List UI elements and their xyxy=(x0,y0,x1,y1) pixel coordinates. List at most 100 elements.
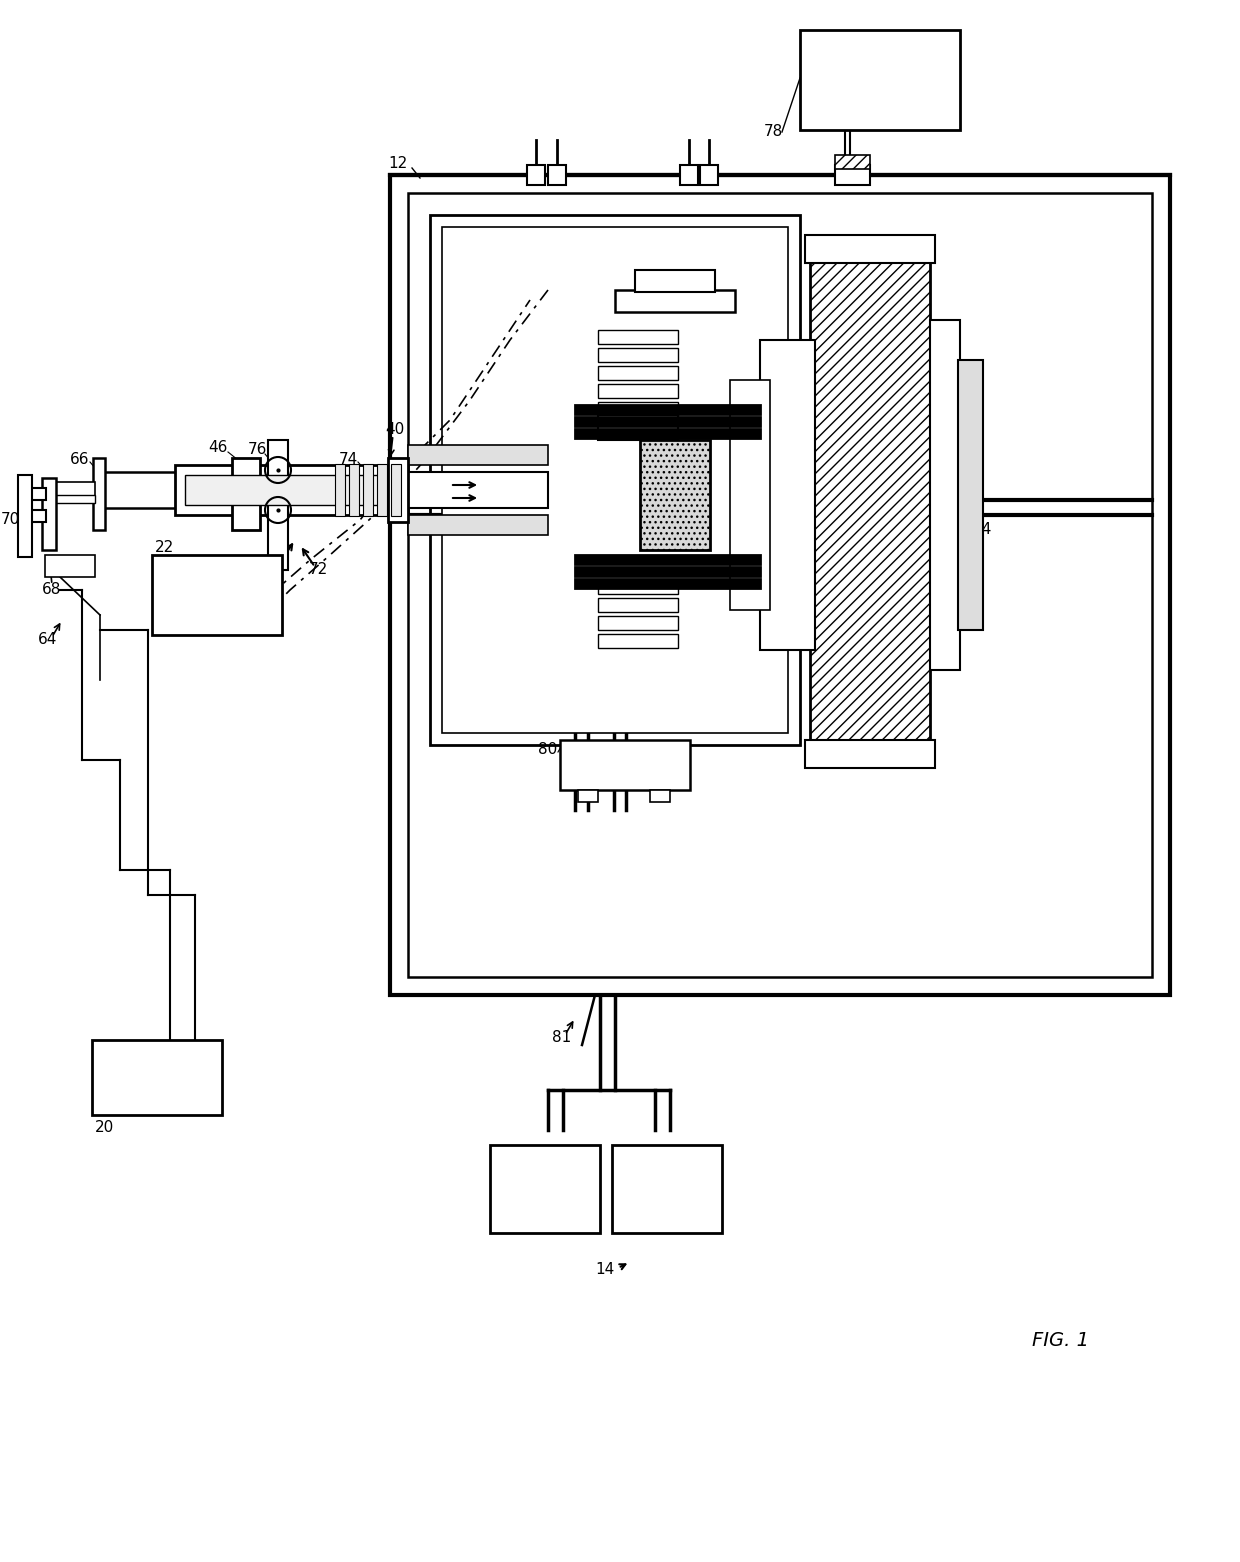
Bar xyxy=(800,30,960,130)
Bar xyxy=(959,359,983,629)
Text: 34: 34 xyxy=(973,523,993,537)
Bar xyxy=(527,166,546,184)
Bar xyxy=(575,405,760,414)
Bar xyxy=(232,458,260,530)
Text: 44: 44 xyxy=(100,483,119,498)
Bar xyxy=(92,1040,222,1115)
Bar xyxy=(805,234,935,262)
Text: BIAS SOURCE: BIAS SOURCE xyxy=(827,91,932,105)
Text: 12: 12 xyxy=(388,156,408,170)
Bar xyxy=(730,380,770,611)
Bar xyxy=(408,515,548,536)
Text: SUPPLY: SUPPLY xyxy=(125,1081,188,1095)
Text: COOLANT: COOLANT xyxy=(176,578,258,592)
Bar xyxy=(598,348,678,362)
Bar xyxy=(930,320,960,670)
Bar xyxy=(175,465,396,515)
Bar xyxy=(268,440,288,570)
Bar xyxy=(430,216,800,745)
Bar xyxy=(348,464,360,515)
Bar xyxy=(391,464,401,515)
Bar xyxy=(55,483,95,497)
Bar xyxy=(835,155,870,169)
Bar xyxy=(635,270,715,292)
Bar xyxy=(575,555,760,564)
Text: SUPPLY: SUPPLY xyxy=(185,600,249,614)
Bar xyxy=(598,615,678,629)
Text: 80: 80 xyxy=(538,742,558,758)
Bar xyxy=(29,511,46,522)
Bar xyxy=(42,478,56,550)
Text: 82: 82 xyxy=(578,387,596,403)
Bar xyxy=(441,226,787,733)
Text: SUBSTRATE: SUBSTRATE xyxy=(835,52,925,66)
Bar xyxy=(19,475,32,558)
Bar xyxy=(575,430,760,437)
Text: 78: 78 xyxy=(764,125,782,139)
Bar xyxy=(575,580,760,587)
Bar xyxy=(45,555,95,576)
Text: 64: 64 xyxy=(38,633,58,648)
Bar xyxy=(377,464,387,515)
Bar xyxy=(805,740,935,769)
Text: 82: 82 xyxy=(578,314,596,330)
Text: FIG. 1: FIG. 1 xyxy=(1032,1331,1089,1350)
Bar xyxy=(575,417,760,426)
Text: 74: 74 xyxy=(270,553,290,567)
Bar xyxy=(153,555,281,636)
Bar xyxy=(575,567,760,576)
Text: HIGH VOLUME: HIGH VOLUME xyxy=(618,1168,717,1181)
Bar xyxy=(598,366,678,380)
Bar xyxy=(55,495,95,503)
Bar xyxy=(640,440,711,550)
Bar xyxy=(363,464,373,515)
Bar xyxy=(650,790,670,801)
Bar xyxy=(598,634,678,648)
Bar xyxy=(598,401,678,415)
Bar xyxy=(490,1145,600,1232)
Text: MECHANICAL: MECHANICAL xyxy=(500,1162,590,1175)
Bar xyxy=(598,598,678,612)
Text: POWER: POWER xyxy=(125,1057,188,1073)
Bar xyxy=(701,166,718,184)
Bar xyxy=(335,464,345,515)
Bar xyxy=(810,250,930,740)
Bar xyxy=(548,166,565,184)
Text: 82: 82 xyxy=(584,653,604,667)
Bar xyxy=(598,415,678,440)
Text: 66: 66 xyxy=(71,453,89,467)
Bar xyxy=(615,291,735,312)
Text: 38: 38 xyxy=(547,592,565,608)
Text: ELECTRICAL: ELECTRICAL xyxy=(833,70,926,84)
Bar xyxy=(408,445,548,465)
Text: 80: 80 xyxy=(629,258,647,272)
Bar xyxy=(760,341,815,650)
Text: 76: 76 xyxy=(247,442,267,458)
Bar xyxy=(93,458,105,530)
Bar xyxy=(835,166,870,184)
Text: 36: 36 xyxy=(625,583,645,598)
Bar xyxy=(185,475,384,505)
Text: 74: 74 xyxy=(339,453,357,467)
Text: 70: 70 xyxy=(0,512,20,528)
Text: 18: 18 xyxy=(485,472,503,487)
Text: 14: 14 xyxy=(595,1262,615,1278)
Text: 81: 81 xyxy=(552,1031,572,1045)
Text: 40: 40 xyxy=(386,422,404,437)
Text: 72: 72 xyxy=(309,562,327,578)
Text: 16: 16 xyxy=(658,490,678,506)
Bar xyxy=(613,1145,722,1232)
Bar xyxy=(100,472,236,508)
Bar xyxy=(598,580,678,594)
Bar xyxy=(578,790,598,801)
Text: 22: 22 xyxy=(155,540,175,556)
Text: VACUUM PUMP: VACUUM PUMP xyxy=(615,1192,719,1204)
Bar xyxy=(391,175,1171,995)
Bar xyxy=(560,740,689,790)
Bar xyxy=(598,384,678,398)
Bar xyxy=(680,166,698,184)
Text: 20: 20 xyxy=(95,1120,114,1136)
Bar xyxy=(408,472,548,508)
Bar xyxy=(388,458,408,522)
Text: VACUUM PUMP: VACUUM PUMP xyxy=(492,1195,598,1209)
